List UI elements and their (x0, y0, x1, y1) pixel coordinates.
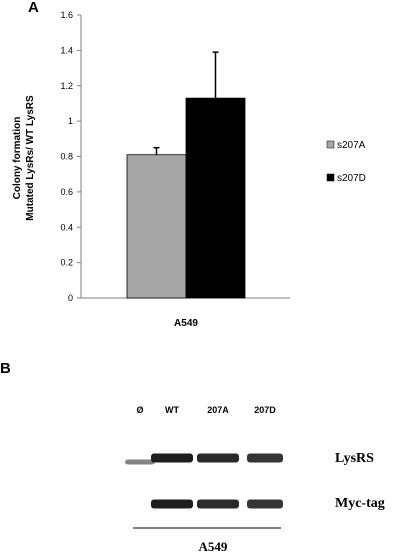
lane-label: WT (165, 405, 179, 415)
blot-lanes: Ø WT 207A 207D LysRS Myc-tag A549 (125, 405, 385, 554)
y-tick-label: 0 (68, 293, 73, 303)
lane-label: 207D (254, 405, 276, 415)
bar-s207A (126, 154, 187, 299)
panel-b-letter: B (0, 360, 11, 377)
x-category-label: A549 (174, 318, 198, 329)
y-tick-label: 0.2 (60, 258, 73, 268)
band-lysrs-lane (125, 459, 155, 465)
y-axis-title-line1: Colony formation (12, 117, 23, 200)
legend-label-s207A: s207A (337, 140, 366, 151)
legend-swatch-s207D (326, 173, 335, 182)
legend-swatch-s207A (326, 140, 335, 149)
panel-a-letter: A (28, 0, 39, 16)
lane-label: Ø (136, 405, 143, 415)
y-tick-label: 0.8 (60, 152, 73, 162)
lane-label: 207A (207, 405, 229, 415)
band-label: Myc-tag (335, 496, 385, 511)
cell-line-label: A549 (199, 539, 228, 554)
y-tick-label: 0.6 (60, 187, 73, 197)
y-tick-label: 1.4 (60, 45, 73, 55)
y-tick-label: 1.6 (60, 10, 73, 20)
band-myc-tag-lane (151, 499, 193, 509)
band-lysrs-lane (151, 453, 193, 463)
band-myc-tag-lane (247, 499, 283, 509)
band-lysrs-lane (247, 453, 283, 463)
bar-s207D (185, 97, 246, 299)
y-tick-label: 0.4 (60, 222, 73, 232)
colony-formation-chart: 0 0.2 0.4 0.6 0.8 1 1.2 1.4 1.6 A549 Colony form… (12, 10, 366, 329)
y-axis-title-line2: Mutated LysRs/ WT LysRS (25, 95, 36, 221)
band-myc-tag-lane (197, 499, 239, 509)
bars: A549 (126, 51, 246, 329)
y-tick-label: 1.2 (60, 81, 73, 91)
y-tick-label: 1 (68, 116, 73, 126)
band-label: LysRS (335, 451, 374, 466)
legend: s207A s207D (326, 140, 366, 184)
band-lysrs-lane (197, 453, 239, 463)
legend-label-s207D: s207D (337, 173, 366, 184)
